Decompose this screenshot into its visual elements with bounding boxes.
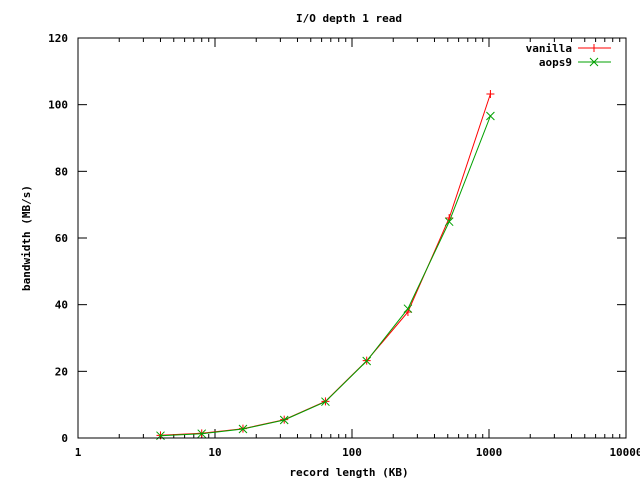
series-line-vanilla <box>160 93 491 436</box>
series-aops9 <box>156 111 495 441</box>
x-axis-label: record length (KB) <box>289 466 408 479</box>
data-point-aops9 <box>486 111 495 121</box>
chart-title: I/O depth 1 read <box>296 12 402 25</box>
legend-marker-vanilla <box>590 44 598 52</box>
x-tick-label: 1 <box>75 446 82 459</box>
data-point-aops9 <box>444 217 454 227</box>
legend-marker-aops9 <box>589 57 599 67</box>
y-tick-label: 20 <box>55 365 68 378</box>
x-tick-label: 10 <box>208 446 221 459</box>
data-point-vanilla <box>486 90 495 98</box>
series-vanilla <box>156 90 495 440</box>
x-tick-label: 100 <box>342 446 362 459</box>
series-layer <box>156 90 495 441</box>
plot-frame <box>77 37 627 439</box>
y-tick-label: 40 <box>55 299 68 312</box>
y-tick-label: 60 <box>55 232 68 245</box>
x-tick-label: 10000 <box>609 446 640 459</box>
data-point-aops9 <box>321 397 330 407</box>
y-tick-label: 100 <box>48 99 68 112</box>
legend-label-aops9: aops9 <box>539 56 572 69</box>
data-point-aops9 <box>197 429 207 439</box>
data-point-aops9 <box>279 415 289 425</box>
y-axis-label: bandwidth (MB/s) <box>20 185 33 291</box>
y-tick-label: 80 <box>55 165 68 178</box>
series-line-aops9 <box>160 115 491 437</box>
y-tick-label: 120 <box>48 32 68 45</box>
data-point-aops9 <box>403 304 413 314</box>
x-tick-label: 1000 <box>476 446 503 459</box>
legend: vanilla aops9 <box>526 42 611 69</box>
data-point-aops9 <box>238 424 248 434</box>
data-point-aops9 <box>362 356 372 366</box>
legend-label-vanilla: vanilla <box>526 42 572 55</box>
y-tick-label: 0 <box>61 432 68 445</box>
